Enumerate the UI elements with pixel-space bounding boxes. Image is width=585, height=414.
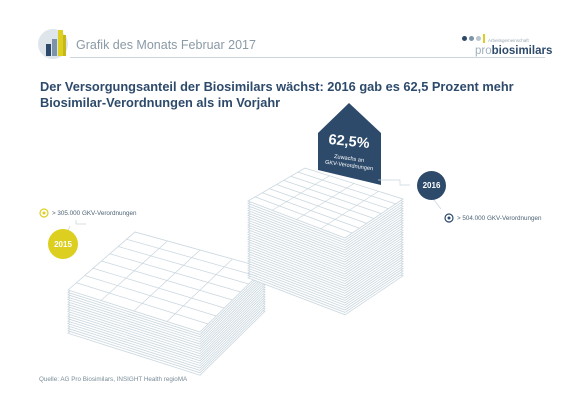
- brand-pro: pro: [475, 45, 492, 57]
- brand-name: biosimilars: [491, 45, 553, 57]
- year-badge-2015: 2015: [48, 229, 78, 259]
- headline: Der Versorgungsanteil der Biosimilars wä…: [40, 79, 514, 110]
- stack-2016-form-line: [272, 175, 330, 211]
- brand-tagline: Arbeitsgemeinschaft: [488, 38, 529, 43]
- target-icon: [39, 208, 49, 218]
- brand-dot-icon: [462, 36, 467, 41]
- source-note: Quelle: AG Pro Biosimilars, INSIGHT Heal…: [39, 376, 188, 383]
- stack-2016-form-line: [320, 190, 379, 230]
- growth-callout: [318, 103, 381, 185]
- target-icon: [444, 213, 454, 223]
- brand-dot-icon: [469, 36, 474, 41]
- brand-wordmark: probiosimilars: [475, 45, 552, 57]
- stack-2015-form-line: [166, 258, 233, 322]
- left-stack-label: > 305.000 GKV-Verordnungen: [52, 210, 137, 217]
- stack-2016-sheet: [247, 167, 404, 239]
- right-stack-label: > 504.000 GKV-Verordnungen: [457, 215, 542, 222]
- chart-logo-icon: [38, 29, 68, 59]
- year-badge-2016: 2016: [417, 171, 446, 200]
- stack-2015-form-line: [100, 240, 168, 301]
- brand-yellow-bar: [483, 34, 485, 43]
- brand-dot-icon: [476, 36, 481, 41]
- stack-2016-form-line: [296, 183, 355, 220]
- header-divider: [70, 57, 545, 58]
- stack-2015-form-line: [133, 249, 201, 312]
- page-header-title: Grafik des Monats Februar 2017: [76, 38, 256, 52]
